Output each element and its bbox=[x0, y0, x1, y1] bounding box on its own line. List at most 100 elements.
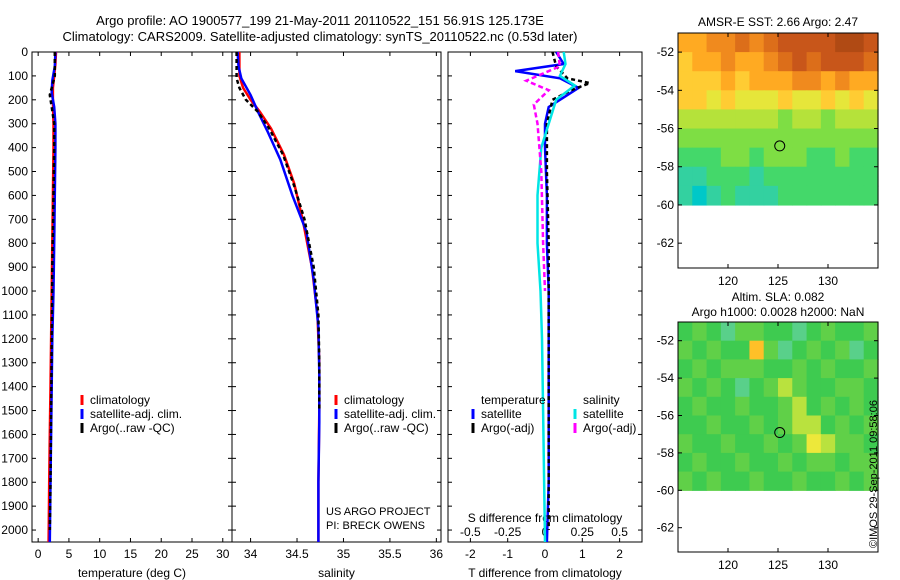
sst-map-cell bbox=[720, 33, 736, 53]
sst-map-cell bbox=[678, 90, 693, 111]
sst-map-cell bbox=[849, 109, 865, 130]
sla-map-cell bbox=[792, 434, 808, 454]
legend-label: Argo(-adj) bbox=[481, 421, 534, 435]
sst-map-cell bbox=[806, 185, 822, 206]
sst-map-cell bbox=[735, 90, 751, 111]
sst-map-cell bbox=[835, 71, 851, 91]
sla-map-cell bbox=[835, 415, 851, 435]
secondary-x-tick-label: 0.5 bbox=[611, 525, 628, 539]
sla-map-cell bbox=[763, 434, 779, 454]
map-y-tick-label: -54 bbox=[657, 371, 675, 385]
sla-map-cell bbox=[849, 471, 865, 491]
sst-map-cell bbox=[863, 128, 879, 149]
sst-map-cell bbox=[849, 185, 865, 206]
profile-axes-frame-0 bbox=[31, 51, 233, 543]
series-line-argo--adj- bbox=[523, 51, 562, 292]
map-x-tick-label: 120 bbox=[718, 558, 738, 572]
sla-map-cell bbox=[749, 340, 765, 360]
sla-map-cell bbox=[806, 452, 822, 473]
map-y-tick-label: -62 bbox=[657, 521, 675, 535]
sla-map-cell bbox=[749, 452, 765, 473]
sst-map-cell bbox=[835, 185, 851, 206]
sla-map-cell bbox=[720, 452, 736, 473]
secondary-x-tick-label: 0.25 bbox=[571, 525, 595, 539]
sst-map-cell bbox=[678, 128, 693, 149]
sst-map-cell bbox=[692, 33, 708, 53]
sla-map-cell bbox=[720, 322, 736, 342]
x-tick-label: 34 bbox=[244, 547, 258, 561]
sla-map-cell bbox=[749, 471, 765, 491]
map-x-tick-label: 125 bbox=[768, 558, 788, 572]
sla-map-cell bbox=[692, 340, 708, 360]
sla-map-cell bbox=[735, 322, 751, 342]
sla-map-cell bbox=[749, 396, 765, 417]
sla-map-cell bbox=[835, 378, 851, 398]
sst-map-cell bbox=[749, 147, 765, 168]
x-tick-label: 35 bbox=[337, 547, 351, 561]
sst-map-cell bbox=[806, 128, 822, 149]
map-y-tick-label: -60 bbox=[657, 483, 675, 497]
sst-map-cell bbox=[820, 33, 836, 53]
sst-map-cell bbox=[849, 52, 865, 72]
sst-map-cell bbox=[806, 71, 822, 91]
sst-map-cell bbox=[749, 71, 765, 91]
y-tick-label: 1700 bbox=[1, 451, 28, 465]
sla-map-cell bbox=[735, 471, 751, 491]
sla-map-cell bbox=[735, 452, 751, 473]
y-tick-label: 1800 bbox=[1, 475, 28, 489]
sla-map-cell bbox=[820, 415, 836, 435]
sst-map-cell bbox=[763, 90, 779, 111]
map-y-tick-label: -62 bbox=[657, 236, 675, 250]
sla-map-cell bbox=[863, 396, 879, 417]
sst-map-cell bbox=[763, 166, 779, 187]
sst-map-cell bbox=[749, 90, 765, 111]
sla-map-cell bbox=[820, 340, 836, 360]
sst-map-cell bbox=[778, 166, 793, 187]
sla-map-cell bbox=[692, 378, 708, 398]
sst-map-cell bbox=[749, 128, 765, 149]
sla-map-cell bbox=[692, 359, 708, 379]
sst-map-cell bbox=[678, 109, 693, 130]
sla-map-cell bbox=[720, 434, 736, 454]
sla-map-cell bbox=[706, 322, 722, 342]
x-axis-label: temperature (deg C) bbox=[78, 566, 186, 580]
sla-map-cell bbox=[806, 396, 822, 417]
sla-map-cell bbox=[735, 340, 751, 360]
sst-map-cell bbox=[678, 166, 693, 187]
sla-map-cell bbox=[806, 359, 822, 379]
sla-map-cell bbox=[720, 340, 736, 360]
legend-header-temperature: temperature bbox=[481, 393, 546, 407]
sla-map-cell bbox=[678, 359, 693, 379]
sst-map-cell bbox=[720, 166, 736, 187]
sst-map-cell bbox=[863, 90, 879, 111]
sla-map-cell bbox=[678, 396, 693, 417]
sla-map-cell bbox=[849, 322, 865, 342]
secondary-x-tick-label: -0.25 bbox=[494, 525, 522, 539]
sla-map-cell bbox=[763, 340, 779, 360]
sla-map-cell bbox=[692, 322, 708, 342]
sla-map-cell bbox=[820, 434, 836, 454]
sla-map-cell bbox=[835, 452, 851, 473]
sst-map-cell bbox=[692, 52, 708, 72]
sst-map-cell bbox=[720, 90, 736, 111]
sla-map-cell bbox=[778, 396, 793, 417]
sla-map-cell bbox=[763, 415, 779, 435]
sst-map-cell bbox=[749, 166, 765, 187]
sla-map-cell bbox=[863, 322, 879, 342]
sla-map-cell bbox=[720, 378, 736, 398]
y-tick-label: 100 bbox=[8, 69, 28, 83]
sst-map-cell bbox=[692, 90, 708, 111]
sst-map-cell bbox=[763, 185, 779, 206]
sst-map-cell bbox=[706, 147, 722, 168]
sst-map-cell bbox=[692, 147, 708, 168]
sla-map-cell bbox=[763, 322, 779, 342]
series-line-satellite bbox=[536, 51, 577, 543]
sla-map-cell bbox=[735, 378, 751, 398]
sst-map-cell bbox=[692, 71, 708, 91]
map-y-tick-label: -58 bbox=[657, 446, 675, 460]
y-tick-label: 800 bbox=[8, 236, 28, 250]
sst-map-cell bbox=[835, 128, 851, 149]
legend-label: satellite bbox=[481, 407, 522, 421]
sst-map-cell bbox=[763, 52, 779, 72]
